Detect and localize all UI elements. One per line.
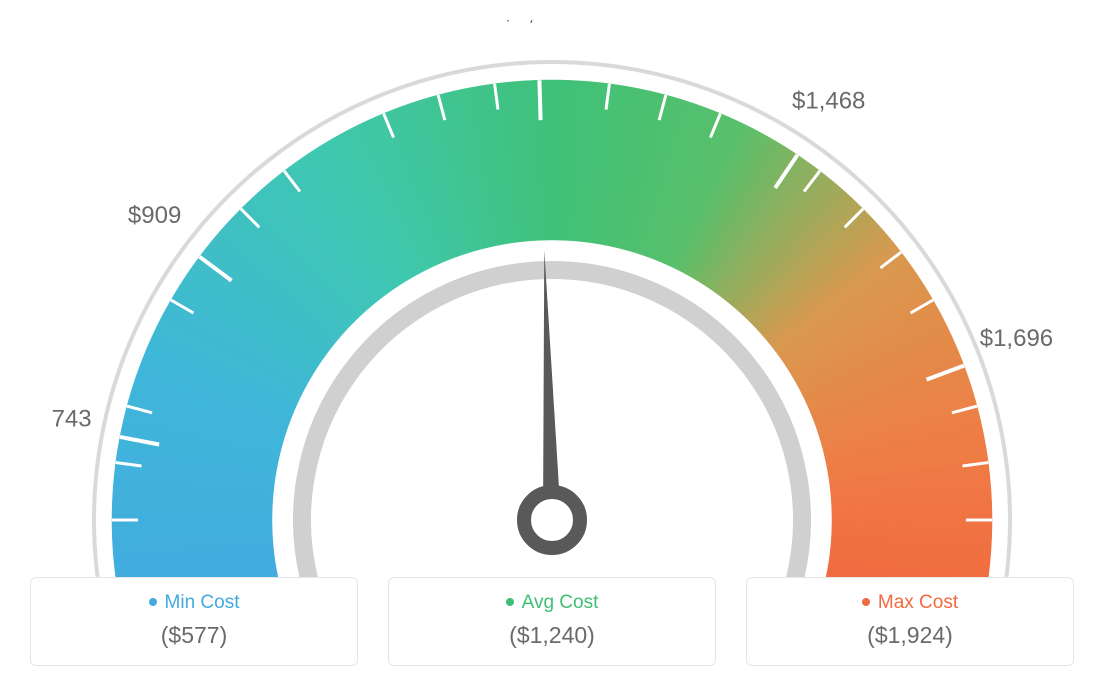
legend-avg-title: Avg Cost [399, 592, 705, 614]
svg-text:$1,696: $1,696 [980, 325, 1052, 352]
legend-max-label: Max Cost [878, 592, 958, 613]
svg-text:$1,468: $1,468 [792, 87, 865, 114]
svg-text:$909: $909 [128, 202, 181, 229]
legend-min-card: Min Cost ($577) [30, 577, 358, 666]
dot-icon [506, 598, 514, 606]
gauge-chart: $577$743$909$1,240$1,468$1,696$1,924 [52, 20, 1052, 580]
legend-max-title: Max Cost [757, 592, 1063, 614]
legend-min-label: Min Cost [165, 592, 240, 613]
legend-avg-label: Avg Cost [522, 592, 599, 613]
legend-max-card: Max Cost ($1,924) [746, 577, 1074, 666]
cost-gauge-widget: $577$743$909$1,240$1,468$1,696$1,924 Min… [0, 0, 1104, 690]
legend-min-value: ($577) [41, 622, 347, 649]
legend-row: Min Cost ($577) Avg Cost ($1,240) Max Co… [30, 577, 1074, 666]
legend-min-title: Min Cost [41, 592, 347, 614]
legend-max-value: ($1,924) [757, 622, 1063, 649]
svg-text:$1,240: $1,240 [501, 20, 574, 26]
dot-icon [149, 598, 157, 606]
dot-icon [862, 598, 870, 606]
legend-avg-card: Avg Cost ($1,240) [388, 577, 716, 666]
svg-text:$743: $743 [52, 405, 92, 432]
legend-avg-value: ($1,240) [399, 622, 705, 649]
